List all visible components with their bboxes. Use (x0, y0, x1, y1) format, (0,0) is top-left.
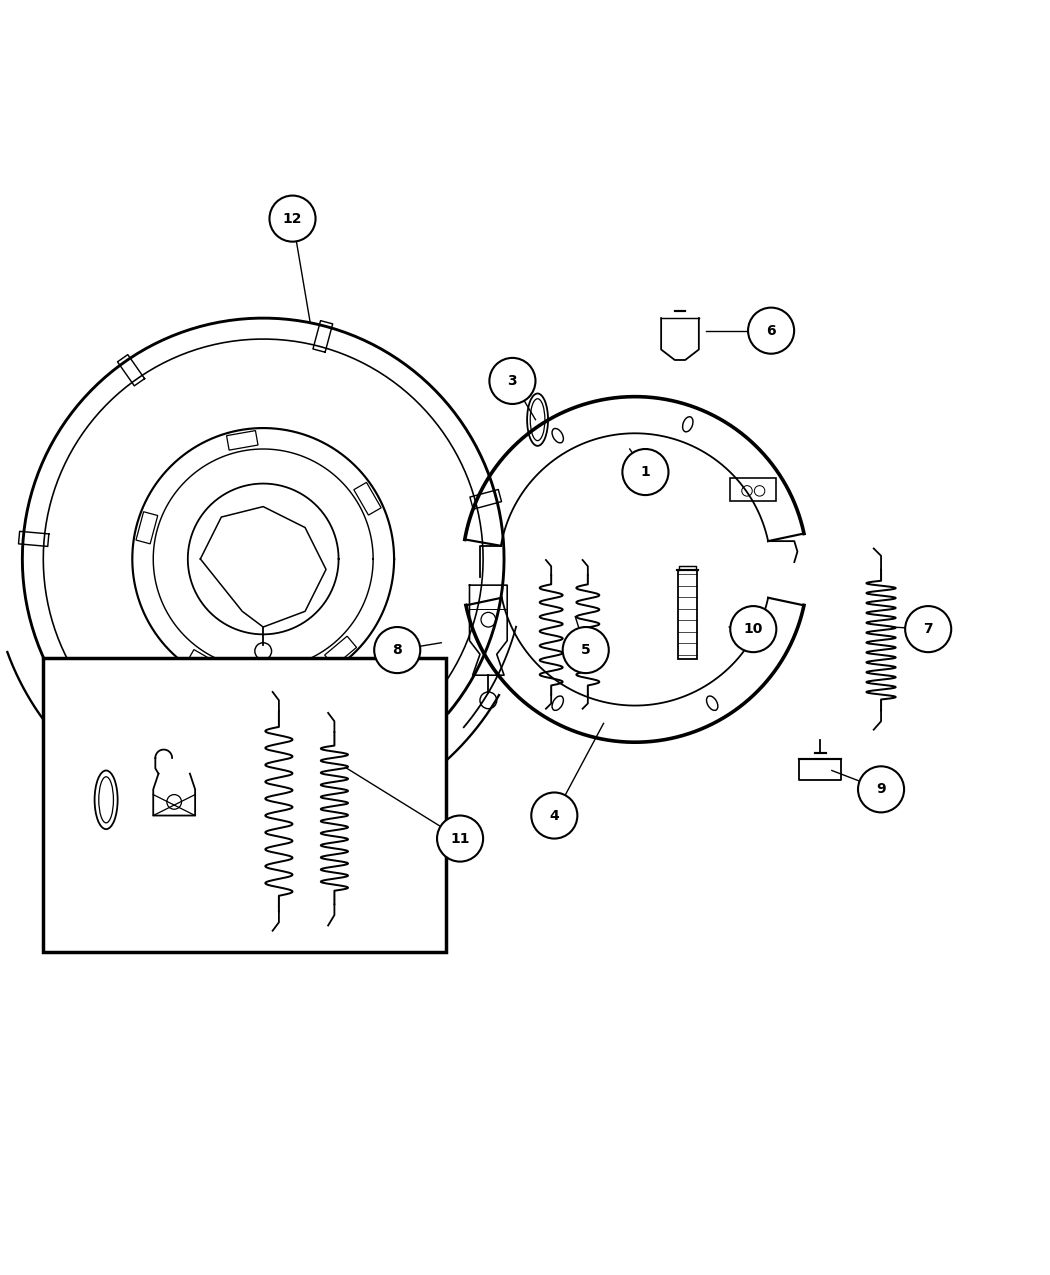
Circle shape (563, 627, 609, 673)
Bar (136, 511, 158, 544)
Text: 6: 6 (766, 324, 776, 338)
Bar (324, 636, 357, 667)
Circle shape (858, 766, 904, 812)
Text: 12: 12 (282, 212, 302, 226)
Text: 4: 4 (549, 808, 560, 822)
Bar (354, 482, 381, 515)
Circle shape (374, 627, 420, 673)
Bar (227, 431, 258, 450)
Text: 5: 5 (581, 643, 590, 657)
Circle shape (531, 793, 578, 839)
Text: 10: 10 (743, 622, 763, 636)
Bar (678, 570, 697, 659)
Text: 7: 7 (923, 622, 933, 636)
Text: 1: 1 (640, 465, 650, 479)
Bar (187, 649, 219, 677)
Circle shape (270, 195, 316, 242)
Text: 8: 8 (393, 643, 402, 657)
Text: 3: 3 (507, 374, 518, 388)
Bar (43, 658, 446, 951)
Text: 9: 9 (877, 783, 886, 797)
Bar (730, 478, 776, 501)
Circle shape (748, 307, 794, 353)
Circle shape (623, 449, 669, 495)
Circle shape (437, 816, 483, 862)
Circle shape (489, 358, 536, 404)
Circle shape (730, 606, 776, 652)
Circle shape (905, 606, 951, 652)
Text: 11: 11 (450, 831, 469, 845)
